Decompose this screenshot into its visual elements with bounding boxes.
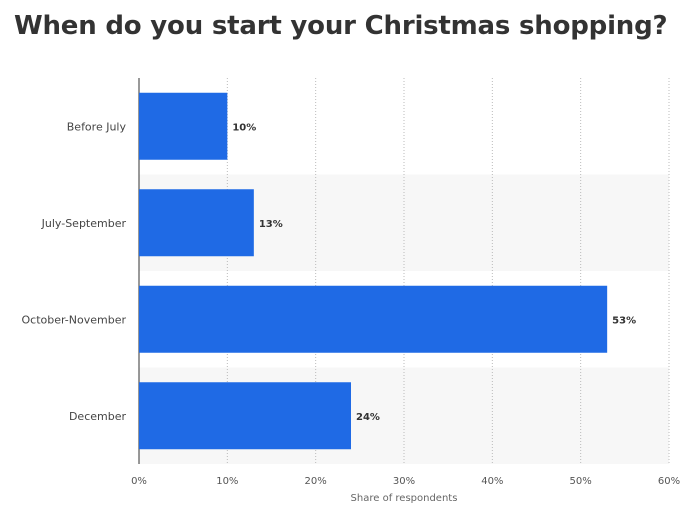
x-tick-label-10: 10%	[216, 476, 238, 487]
value-label-3: 24%	[356, 412, 380, 423]
x-axis-title: Share of respondents	[351, 493, 458, 504]
category-label-1: July-September	[41, 217, 127, 230]
bar-1	[139, 189, 254, 257]
x-tick-label-50: 50%	[570, 476, 592, 487]
bar-2	[139, 285, 608, 353]
chart-title: When do you start your Christmas shoppin…	[14, 11, 668, 41]
value-label-1: 13%	[259, 219, 283, 230]
value-label-2: 53%	[612, 315, 636, 326]
x-tick-label-40: 40%	[481, 476, 503, 487]
category-label-3: December	[69, 410, 127, 423]
bar-0	[139, 92, 228, 160]
category-label-0: Before July	[67, 120, 127, 133]
bar-3	[139, 382, 351, 450]
x-tick-label-0: 0%	[131, 476, 147, 487]
x-tick-label-60: 60%	[658, 476, 680, 487]
value-label-0: 10%	[232, 122, 256, 133]
category-label-2: October-November	[21, 313, 126, 326]
x-tick-label-20: 20%	[305, 476, 327, 487]
x-tick-label-30: 30%	[393, 476, 415, 487]
